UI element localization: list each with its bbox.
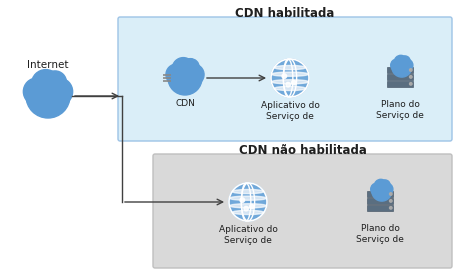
- Circle shape: [409, 76, 412, 78]
- Circle shape: [182, 59, 199, 76]
- Circle shape: [168, 61, 202, 95]
- Bar: [387, 81, 413, 87]
- Circle shape: [375, 179, 387, 192]
- Text: Internet: Internet: [27, 60, 69, 70]
- Circle shape: [409, 69, 412, 71]
- Circle shape: [390, 207, 392, 209]
- Circle shape: [240, 198, 245, 202]
- Text: CDN: CDN: [175, 99, 195, 108]
- Text: Aplicativo do
Serviço de: Aplicativo do Serviço de: [218, 225, 277, 245]
- Circle shape: [380, 180, 390, 190]
- Circle shape: [244, 206, 248, 211]
- Circle shape: [32, 71, 59, 98]
- Ellipse shape: [274, 86, 306, 90]
- Circle shape: [390, 193, 392, 195]
- Circle shape: [23, 78, 50, 105]
- Circle shape: [375, 180, 387, 192]
- Circle shape: [26, 74, 70, 118]
- Circle shape: [394, 56, 407, 68]
- Circle shape: [381, 183, 393, 195]
- Circle shape: [229, 183, 267, 221]
- Circle shape: [271, 59, 309, 97]
- Circle shape: [282, 74, 286, 78]
- Circle shape: [394, 55, 407, 68]
- Circle shape: [400, 56, 410, 66]
- Bar: [367, 198, 392, 204]
- Circle shape: [372, 181, 392, 201]
- Circle shape: [291, 81, 296, 85]
- Circle shape: [390, 200, 392, 202]
- Bar: [387, 67, 413, 73]
- FancyBboxPatch shape: [153, 154, 452, 268]
- Bar: [387, 74, 413, 80]
- Circle shape: [45, 78, 73, 105]
- Text: CDN habilitada: CDN habilitada: [235, 7, 335, 20]
- Circle shape: [229, 183, 267, 221]
- Circle shape: [401, 59, 413, 71]
- Circle shape: [166, 64, 187, 85]
- Circle shape: [392, 57, 412, 77]
- Circle shape: [172, 58, 194, 80]
- Text: Plano do
Serviço de: Plano do Serviço de: [376, 100, 424, 120]
- Ellipse shape: [232, 189, 264, 194]
- Bar: [367, 191, 392, 197]
- Circle shape: [183, 64, 204, 85]
- Circle shape: [32, 70, 60, 98]
- Circle shape: [250, 204, 254, 209]
- Ellipse shape: [274, 65, 306, 70]
- Text: Plano do
Serviço de: Plano do Serviço de: [356, 224, 404, 244]
- Ellipse shape: [271, 72, 308, 76]
- Circle shape: [409, 82, 412, 85]
- Ellipse shape: [232, 210, 264, 215]
- Text: CDN não habilitada: CDN não habilitada: [239, 144, 366, 157]
- Text: Aplicativo do
Serviço de: Aplicativo do Serviço de: [261, 101, 319, 121]
- FancyBboxPatch shape: [118, 17, 452, 141]
- Circle shape: [371, 183, 383, 195]
- Circle shape: [286, 82, 291, 87]
- Ellipse shape: [230, 196, 267, 200]
- Bar: [367, 205, 392, 211]
- Circle shape: [271, 59, 309, 97]
- Circle shape: [391, 59, 403, 71]
- Ellipse shape: [271, 80, 308, 84]
- Circle shape: [44, 71, 67, 94]
- Ellipse shape: [230, 204, 267, 208]
- Circle shape: [173, 59, 194, 80]
